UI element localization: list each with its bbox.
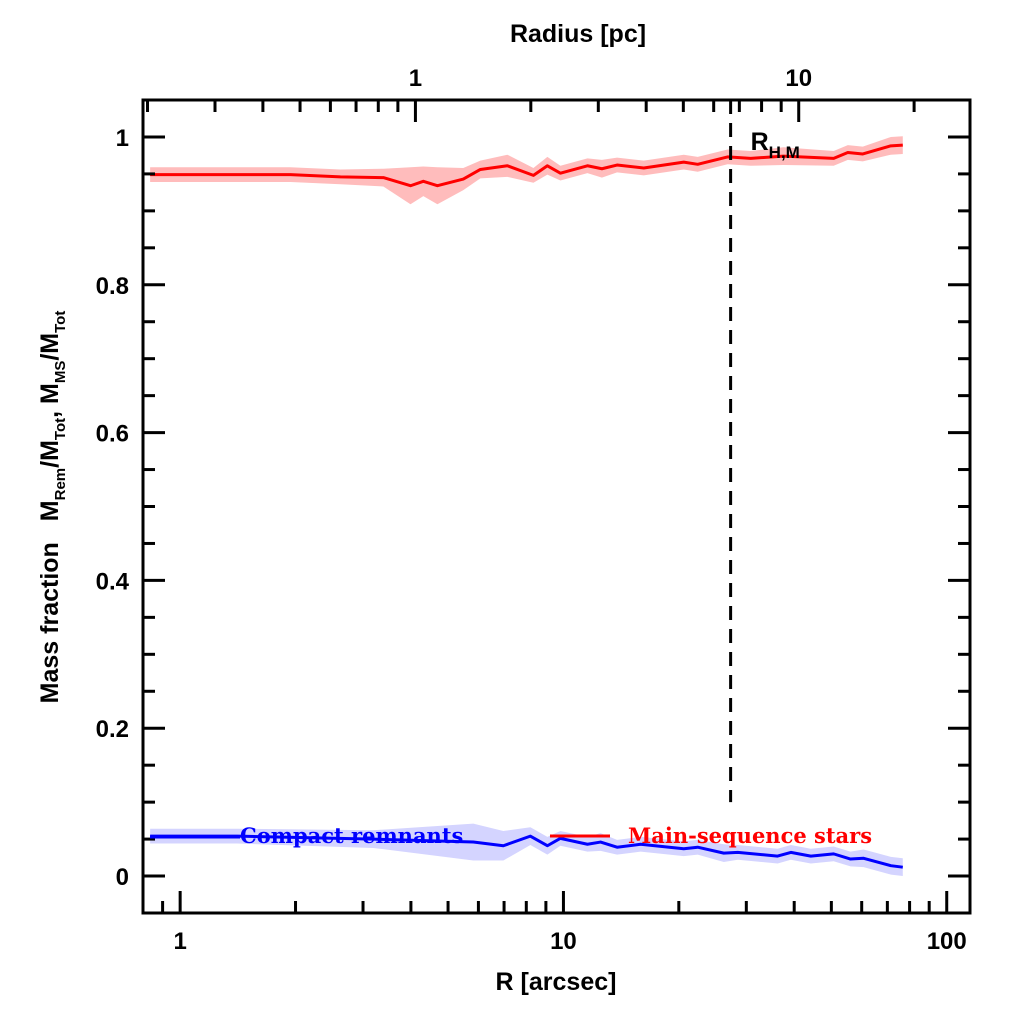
- x-tick-label: 10: [550, 928, 577, 955]
- error-band-compact-remnants: [150, 823, 903, 877]
- y-tick-label: 0.6: [96, 421, 129, 448]
- legend-label-main-sequence: Main-sequence stars: [628, 823, 872, 848]
- y-tick-label: 0.2: [96, 716, 129, 743]
- top-x-tick-label: 10: [785, 65, 812, 92]
- legend-label-compact-remnants: Compact remnants: [240, 823, 463, 848]
- error-band-main-sequence-stars: [150, 136, 903, 205]
- x-tick-label: 100: [927, 928, 967, 955]
- y-tick-label: 0: [116, 864, 129, 891]
- series-line-compact-remnants: [150, 834, 903, 869]
- y-tick-label: 1: [116, 125, 129, 152]
- x-axis-label: R [arcsec]: [496, 968, 617, 996]
- series-line-main-sequence-stars: [150, 143, 903, 188]
- y-tick-label: 0.4: [96, 568, 130, 595]
- top-axis-label: Radius [pc]: [510, 20, 646, 48]
- x-tick-label: 1: [173, 928, 186, 955]
- half-mass-radius-label: RH,M: [751, 128, 800, 162]
- plot-frame: [141, 98, 972, 915]
- y-tick-label: 0.8: [96, 273, 129, 300]
- y-axis-label: Mass fraction MRem/MTot, MMS/MTot: [36, 311, 69, 704]
- top-x-tick-label: 1: [409, 65, 422, 92]
